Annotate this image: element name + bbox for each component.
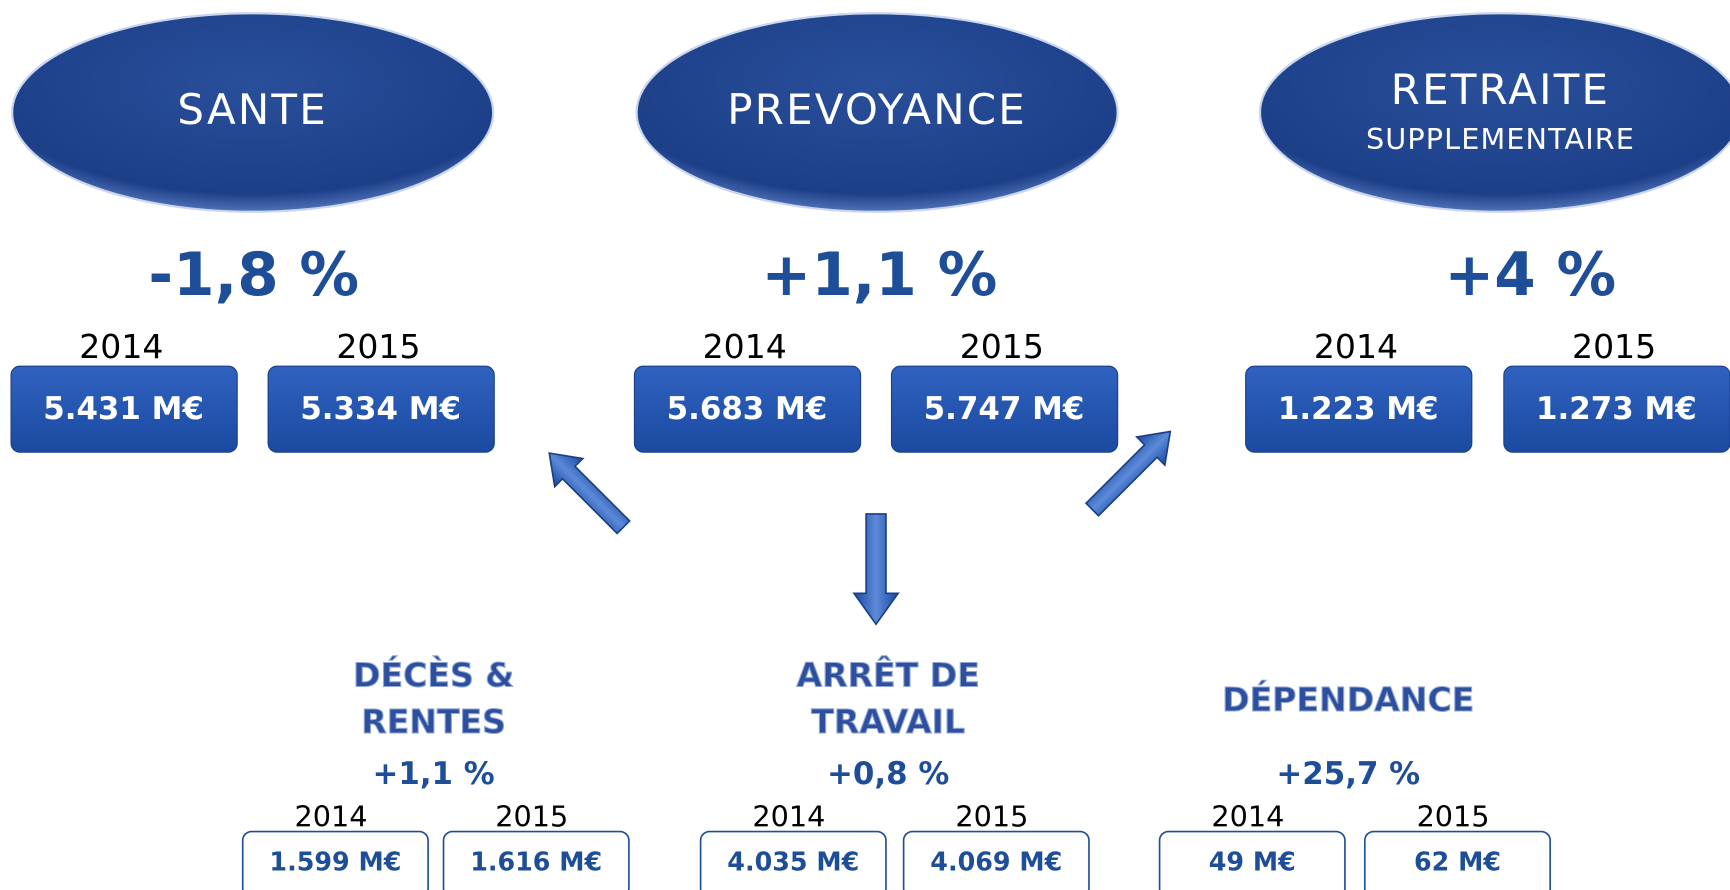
year-label: 2014 <box>703 327 787 366</box>
subcategory-title: TRAVAIL <box>811 702 965 741</box>
year-label: 2015 <box>955 799 1028 833</box>
subcategory-change: +0,8 % <box>827 756 949 792</box>
year-label: 2014 <box>1314 327 1398 366</box>
year-label: 2015 <box>1572 327 1656 366</box>
change: -1,8 % <box>148 241 359 310</box>
arrow <box>548 452 631 535</box>
value: 4.069 M€ <box>930 847 1062 877</box>
year-label: 2014 <box>295 799 368 833</box>
value-box <box>699 830 887 890</box>
subcategory-title: DÉPENDANCE <box>1222 679 1474 719</box>
value: 49 M€ <box>1209 847 1296 877</box>
change: +1,1 % <box>761 241 997 310</box>
subcategory-title: ARRÊT DE <box>797 655 980 695</box>
subcategory-change: +25,7 % <box>1276 756 1420 792</box>
year-label: 2014 <box>752 799 825 833</box>
value-box <box>890 365 1119 453</box>
value: 1.616 M€ <box>470 847 602 877</box>
value: 1.273 M€ <box>1536 391 1697 427</box>
category-title: PREVOYANCE <box>727 85 1027 134</box>
change: +4 % <box>1444 241 1616 310</box>
category-subtitle: SUPPLEMENTAIRE <box>1366 122 1635 156</box>
value: 1.223 M€ <box>1278 391 1439 427</box>
value-box <box>1363 830 1551 890</box>
value-box <box>902 830 1090 890</box>
arrow <box>1084 430 1172 517</box>
value-box <box>1503 365 1730 453</box>
category-title: RETRAITE <box>1391 65 1610 114</box>
value-box <box>633 365 862 453</box>
year-label: 2014 <box>1211 799 1284 833</box>
value-box <box>241 830 429 890</box>
category-ellipse <box>635 12 1119 213</box>
value-box <box>1245 365 1473 453</box>
value: 5.747 M€ <box>924 391 1085 427</box>
year-label: 2015 <box>495 799 568 833</box>
value: 5.334 M€ <box>300 391 461 427</box>
value-box <box>1158 830 1346 890</box>
value: 5.683 M€ <box>667 391 828 427</box>
value-box <box>10 365 238 453</box>
subcategory-change: +1,1 % <box>372 756 494 792</box>
value: 5.431 M€ <box>43 391 204 427</box>
category-ellipse <box>11 12 495 213</box>
value-box <box>442 830 630 890</box>
value-box <box>267 365 495 453</box>
category-title: SANTE <box>177 85 328 134</box>
subcategory-title: RENTES <box>361 702 506 741</box>
year-label: 2015 <box>960 327 1044 366</box>
value: 62 M€ <box>1414 847 1501 877</box>
value: 4.035 M€ <box>727 847 859 877</box>
value: 1.599 M€ <box>269 847 401 877</box>
year-label: 2014 <box>79 327 163 366</box>
arrows <box>548 430 1172 626</box>
year-label: 2015 <box>336 327 420 366</box>
year-label: 2015 <box>1417 799 1490 833</box>
arrow <box>852 513 900 626</box>
subcategory-title: DÉCÈS & <box>353 655 514 695</box>
category-ellipse <box>1258 12 1730 213</box>
